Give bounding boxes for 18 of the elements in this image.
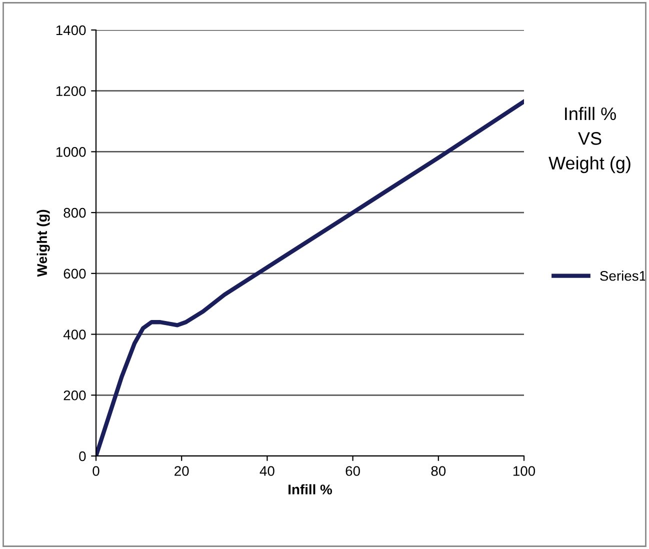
y-tick-label: 0 (79, 451, 86, 462)
y-tick-label: 1000 (56, 147, 86, 157)
text: Infill % VS Weight (g) (548, 106, 630, 174)
y-tick-label: 200 (64, 390, 86, 400)
y-tick-label: 1400 (56, 25, 86, 36)
x-tick-label: 0 (92, 466, 100, 476)
y-tick-label: 400 (63, 330, 86, 340)
x-tick-label: 100 (513, 466, 536, 476)
legend-label: Series1 (600, 270, 646, 281)
y-tick-label: 600 (64, 268, 86, 279)
x-tick-label: 20 (174, 466, 189, 476)
y-tick-label: 1200 (56, 86, 86, 96)
x-axis-title: Infill % (288, 484, 332, 494)
x-tick-label: 60 (346, 466, 360, 476)
x-tick-label: 40 (260, 466, 274, 476)
x-tick-label: 80 (431, 466, 446, 476)
y-axis-title: Weight (g) (36, 210, 50, 277)
y-tick-label: 800 (64, 208, 86, 218)
